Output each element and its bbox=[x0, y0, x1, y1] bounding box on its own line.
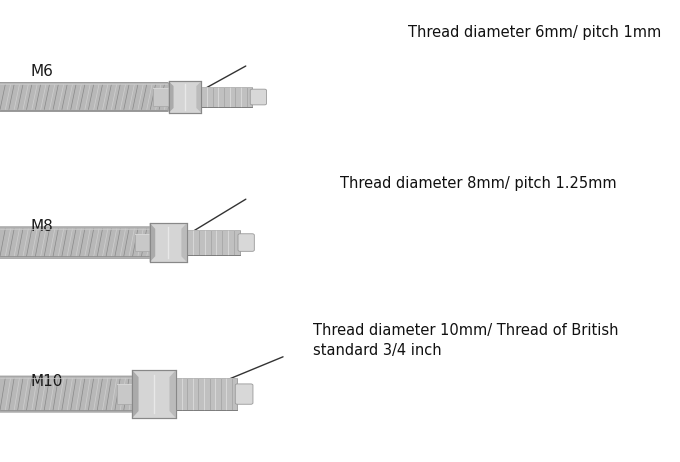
FancyBboxPatch shape bbox=[132, 370, 176, 419]
FancyBboxPatch shape bbox=[250, 89, 267, 105]
Polygon shape bbox=[169, 370, 176, 419]
Text: M8: M8 bbox=[31, 219, 53, 234]
Polygon shape bbox=[132, 370, 139, 419]
Polygon shape bbox=[150, 223, 155, 262]
Text: M10: M10 bbox=[31, 374, 63, 389]
FancyBboxPatch shape bbox=[235, 384, 253, 404]
Polygon shape bbox=[169, 81, 173, 113]
Polygon shape bbox=[182, 223, 187, 262]
FancyBboxPatch shape bbox=[169, 81, 201, 113]
Polygon shape bbox=[197, 81, 201, 113]
Text: Thread diameter 6mm/ pitch 1mm: Thread diameter 6mm/ pitch 1mm bbox=[408, 25, 661, 40]
Bar bbox=[153, 88, 170, 106]
FancyBboxPatch shape bbox=[0, 376, 135, 412]
FancyBboxPatch shape bbox=[0, 82, 169, 111]
Text: Thread diameter 10mm/ Thread of British
standard 3/4 inch: Thread diameter 10mm/ Thread of British … bbox=[313, 323, 618, 358]
Bar bbox=[135, 235, 150, 250]
Bar bbox=[117, 384, 132, 404]
FancyBboxPatch shape bbox=[0, 227, 152, 258]
FancyBboxPatch shape bbox=[238, 234, 254, 251]
Text: M6: M6 bbox=[31, 64, 54, 79]
Bar bbox=[187, 230, 240, 255]
Text: Thread diameter 8mm/ pitch 1.25mm: Thread diameter 8mm/ pitch 1.25mm bbox=[340, 176, 617, 191]
Bar bbox=[201, 87, 252, 107]
FancyBboxPatch shape bbox=[150, 223, 187, 262]
Bar bbox=[176, 378, 237, 410]
